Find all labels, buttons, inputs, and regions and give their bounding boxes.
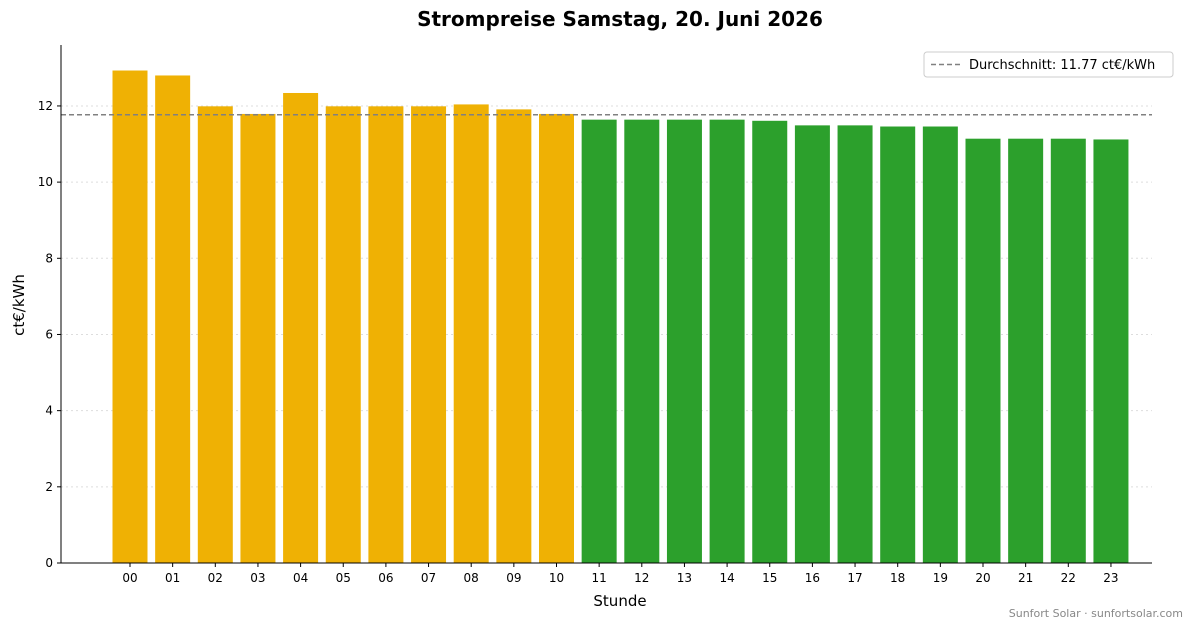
bar-07 (411, 106, 447, 564)
x-ticks: 00 01 02 03 04 05 06 07 08 09 10 11 12 13 14 15 16 17 18 19… (122, 563, 1119, 585)
bar-01 (155, 75, 191, 564)
x-tick-label: 11 (592, 571, 607, 585)
legend-box (923, 51, 1174, 78)
y-tick-label: 10 (38, 175, 53, 189)
footer-credit: Sunfort Solar · sunfortsolar.com (1008, 607, 1183, 620)
legend-label: Durchschnitt: 11.77 ct€/kWh (969, 58, 1155, 73)
x-tick-label: 22 (1061, 571, 1076, 585)
bar-18 (880, 126, 916, 564)
bar-21 (1008, 138, 1044, 563)
bar-16 (794, 125, 830, 563)
x-tick-label: 10 (549, 571, 564, 585)
x-tick-label: 17 (847, 571, 862, 585)
axes (60, 45, 1152, 564)
y-tick-label: 4 (45, 404, 53, 418)
x-tick-label: 00 (122, 571, 137, 585)
x-tick-label: 02 (208, 571, 223, 585)
bar-05 (325, 106, 361, 564)
bar-00 (112, 70, 148, 564)
bar-23 (1093, 139, 1129, 564)
bar-08 (453, 104, 489, 563)
x-tick-label: 18 (890, 571, 905, 585)
bar-11 (581, 119, 617, 563)
bar-20 (965, 138, 1001, 563)
bar-15 (752, 120, 788, 563)
bar-13 (666, 119, 702, 563)
bars (112, 70, 1129, 564)
x-tick-label: 09 (506, 571, 521, 585)
y-tick-label: 8 (45, 251, 53, 265)
x-tick-label: 14 (719, 571, 734, 585)
x-axis-label: Stunde (593, 592, 646, 610)
y-tick-label: 12 (38, 99, 53, 113)
y-tick-label: 6 (45, 327, 53, 341)
bar-02 (197, 106, 233, 564)
bar-17 (837, 125, 873, 563)
bar-10 (539, 113, 574, 564)
bar-09 (496, 109, 532, 564)
bar-19 (922, 126, 958, 564)
x-tick-label: 23 (1103, 571, 1118, 585)
x-tick-label: 15 (762, 571, 777, 585)
x-tick-label: 08 (464, 571, 479, 585)
chart-title: Strompreise Samstag, 20. Juni 2026 (417, 7, 823, 31)
x-tick-label: 16 (805, 571, 820, 585)
x-tick-label: 04 (293, 571, 308, 585)
y-ticks: 0 2 4 6 8 10 12 (38, 99, 61, 570)
x-tick-label: 05 (336, 571, 351, 585)
bar-12 (624, 119, 660, 563)
bar-22 (1050, 138, 1086, 563)
legend: Durchschnitt: 11.77 ct€/kWh (923, 51, 1174, 78)
x-tick-label: 13 (677, 571, 692, 585)
x-tick-label: 20 (975, 571, 990, 585)
x-tick-label: 21 (1018, 571, 1033, 585)
bar-04 (283, 92, 319, 563)
y-tick-label: 2 (45, 480, 53, 494)
y-axis-label: ct€/kWh (10, 274, 28, 336)
x-tick-label: 19 (933, 571, 948, 585)
y-tick-label: 0 (45, 556, 53, 570)
bar-06 (368, 106, 404, 564)
x-tick-label: 06 (378, 571, 393, 585)
x-tick-label: 03 (250, 571, 265, 585)
bar-03 (240, 113, 276, 564)
bar-14 (709, 119, 745, 563)
x-tick-label: 07 (421, 571, 436, 585)
x-tick-label: 12 (634, 571, 649, 585)
x-tick-label: 01 (165, 571, 180, 585)
